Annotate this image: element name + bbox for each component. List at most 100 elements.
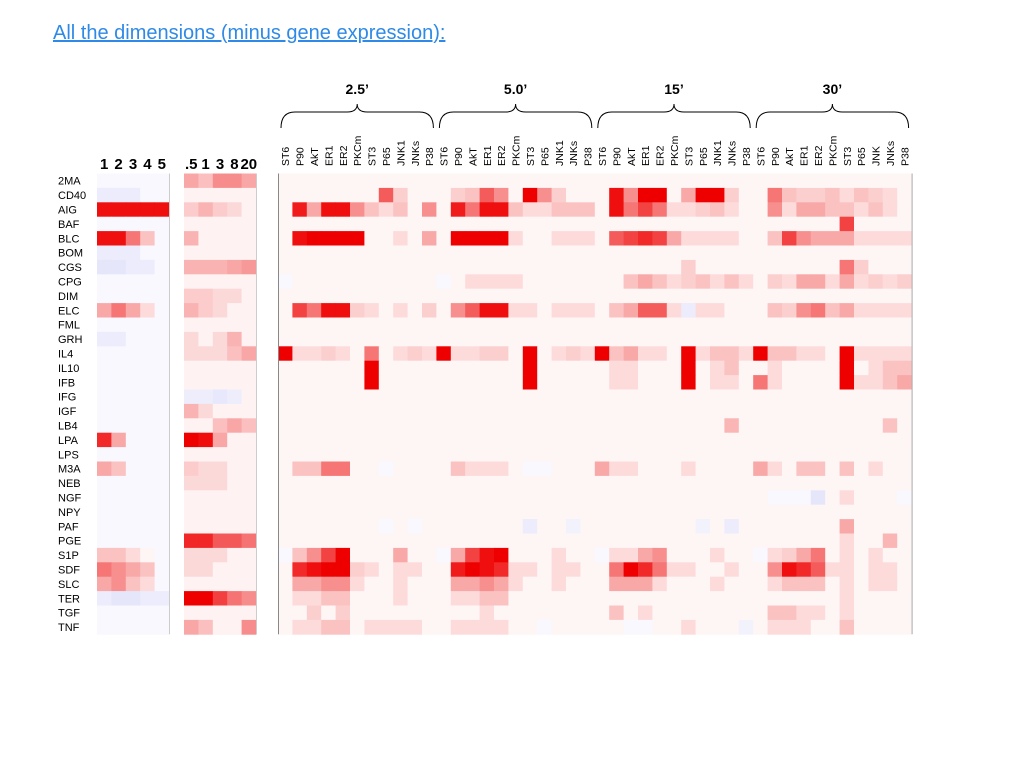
heatmap-cell <box>609 317 624 333</box>
heatmap-cell <box>97 461 112 477</box>
heatmap-cell <box>609 173 624 189</box>
heatmap-cell <box>753 346 768 362</box>
heatmap-cell <box>666 389 682 405</box>
heatmap-cell <box>825 591 840 606</box>
heatmap-cell <box>278 187 293 203</box>
heatmap-cell <box>810 403 826 419</box>
heatmap-cell <box>681 418 696 434</box>
heatmap-cell <box>278 619 293 635</box>
heatmap-cell <box>292 245 308 261</box>
heatmap-cell <box>609 562 624 578</box>
heatmap-cell <box>335 317 351 333</box>
heatmap-cell <box>479 317 495 333</box>
heatmap-cell <box>125 418 141 434</box>
heatmap-cell <box>436 547 452 563</box>
heatmap-cell <box>241 432 257 448</box>
heatmap-cell <box>782 389 797 405</box>
heatmap-cell <box>623 375 639 390</box>
heatmap-cell <box>767 288 783 304</box>
heatmap-cell <box>393 389 408 405</box>
heatmap-cell <box>125 461 141 477</box>
heatmap-cell <box>724 591 740 606</box>
heatmap-cell <box>436 389 452 405</box>
heatmap-cell <box>767 331 783 347</box>
heatmap-cell <box>854 259 869 275</box>
heatmap-cell <box>140 346 155 362</box>
heatmap-cell <box>154 187 170 203</box>
heatmap-cell <box>494 591 509 606</box>
heatmap-cell <box>623 202 639 218</box>
heatmap-cell <box>154 360 170 376</box>
heatmap-cell <box>479 360 495 376</box>
heatmap-cell <box>839 519 855 534</box>
heatmap-cell <box>508 288 524 304</box>
heatmap-cell <box>868 231 884 246</box>
heatmap-cell <box>882 317 898 333</box>
heatmap-cell <box>154 389 170 405</box>
heatmap-cell <box>350 547 365 563</box>
heatmap-cell <box>839 173 855 189</box>
row-label: TGF <box>58 608 80 620</box>
heatmap-cell <box>522 519 538 534</box>
heatmap-cell <box>125 288 141 304</box>
heatmap-cell <box>609 519 624 534</box>
heatmap-cell <box>350 317 365 333</box>
heatmap-cell <box>422 216 437 232</box>
heatmap-cell <box>710 475 725 491</box>
heatmap-cell <box>724 475 740 491</box>
heatmap-cell <box>378 432 394 448</box>
heatmap-cell <box>710 216 725 232</box>
heatmap-cell <box>897 562 912 578</box>
heatmap-cell <box>652 432 668 448</box>
heatmap-cell <box>422 403 437 419</box>
heatmap-cell <box>292 547 308 563</box>
heatmap-cell <box>241 346 257 362</box>
heatmap-cell <box>897 375 912 390</box>
heatmap-cell <box>465 475 480 491</box>
heatmap-cell <box>227 533 242 549</box>
heatmap-cell <box>321 346 336 362</box>
heatmap-cell <box>508 490 524 506</box>
heatmap-cell <box>198 360 214 376</box>
heatmap-cell <box>753 605 768 621</box>
heatmap-cell <box>839 403 855 419</box>
heatmap-cell <box>652 360 668 376</box>
heatmap-cell <box>350 389 365 405</box>
heatmap-cell <box>292 576 308 592</box>
heatmap-cell <box>710 231 725 246</box>
heatmap-cell <box>566 317 581 333</box>
heatmap-cell <box>652 288 668 304</box>
heatmap-cell <box>594 274 610 290</box>
heatmap-cell <box>594 331 610 347</box>
heatmap-cell <box>212 619 228 635</box>
heatmap-cell <box>212 403 228 419</box>
heatmap-cell <box>378 461 394 477</box>
heatmap-cell <box>810 231 826 246</box>
column-label: ER2 <box>655 145 667 166</box>
heatmap-cell <box>378 533 394 549</box>
heatmap-cell <box>695 375 711 390</box>
heatmap-cell <box>154 432 170 448</box>
heatmap-cell <box>241 418 257 434</box>
heatmap-cell <box>551 447 567 462</box>
heatmap-cell <box>609 389 624 405</box>
column-label: AkT <box>784 147 796 166</box>
heatmap-cell <box>868 519 884 534</box>
heatmap-cell <box>695 303 711 318</box>
heatmap-cell <box>97 591 112 606</box>
heatmap-cell <box>638 562 653 578</box>
heatmap-cell <box>623 216 639 232</box>
heatmap-cell <box>125 576 141 592</box>
heatmap-cell <box>278 346 293 362</box>
heatmap-cell <box>494 274 509 290</box>
heatmap-cell <box>522 360 538 376</box>
heatmap-cell <box>212 303 228 318</box>
heatmap-cell <box>422 375 437 390</box>
heatmap-cell <box>436 519 452 534</box>
slide-title[interactable]: All the dimensions (minus gene expressio… <box>53 22 446 44</box>
heatmap-cell <box>306 533 322 549</box>
heatmap-cell <box>154 202 170 218</box>
heatmap-cell <box>782 331 797 347</box>
heatmap-cell <box>796 461 812 477</box>
heatmap-cell <box>710 490 725 506</box>
